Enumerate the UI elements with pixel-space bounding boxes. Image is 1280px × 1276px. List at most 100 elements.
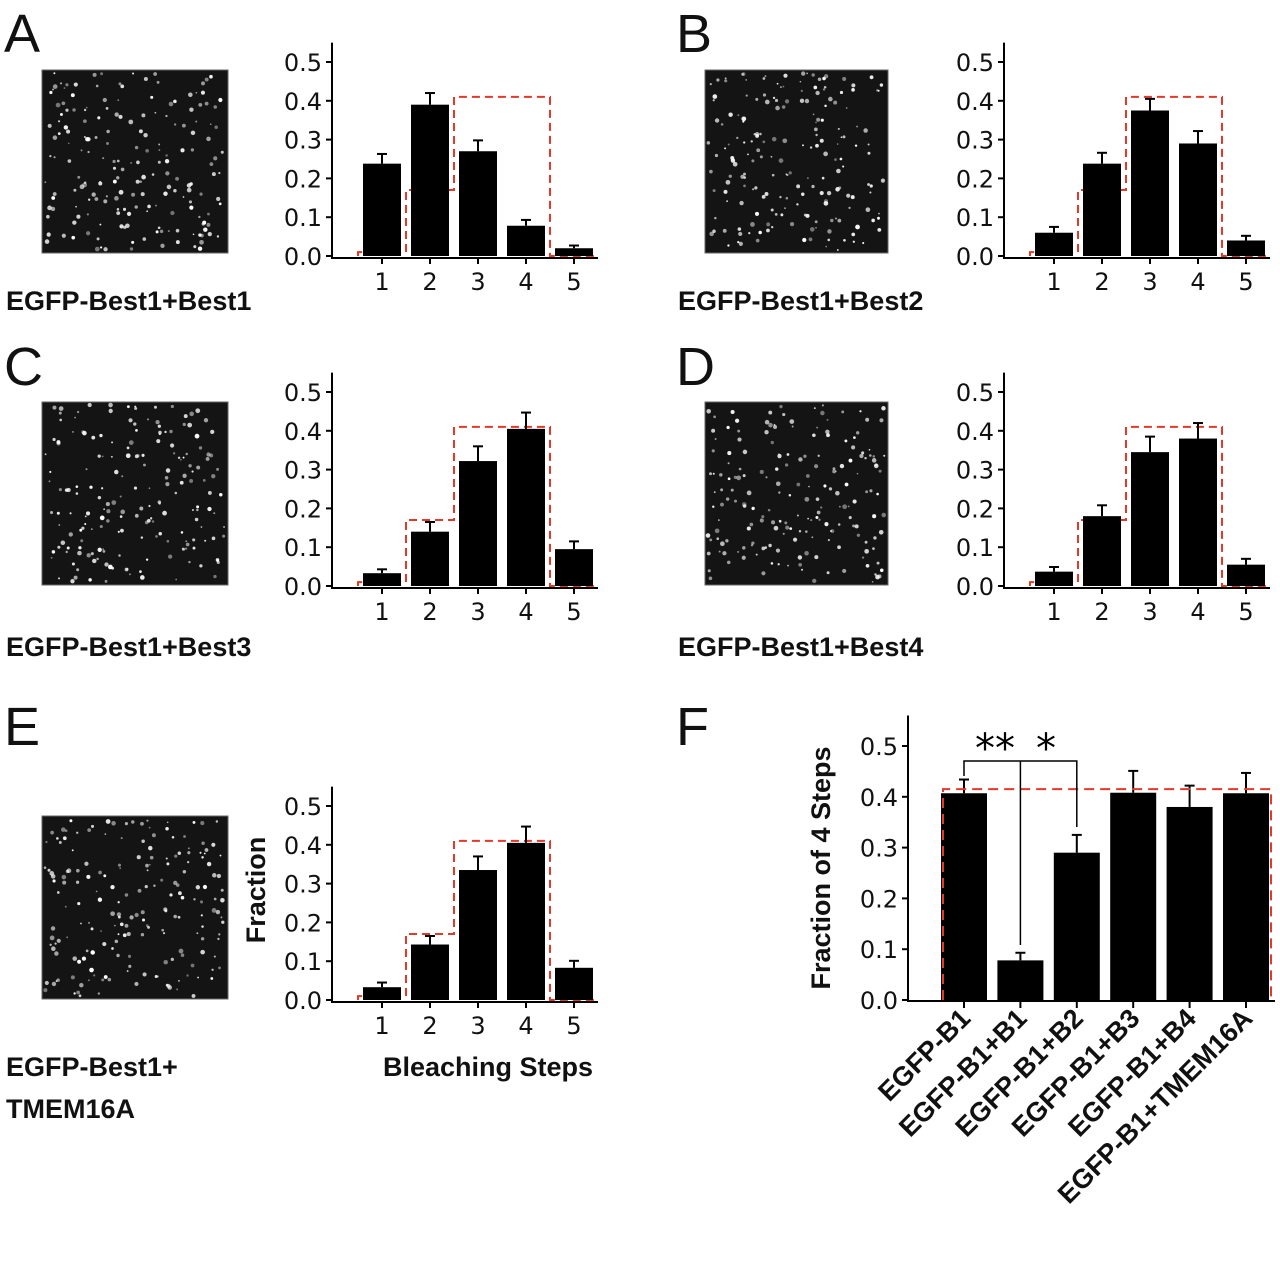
y-tick-label: 0.5 <box>284 49 322 77</box>
x-tick-label: 2 <box>422 598 437 626</box>
y-tick-label: 0.4 <box>284 418 322 446</box>
x-tick-label: 5 <box>1238 268 1253 296</box>
panel-D: D EGFP-Best1+Best4 0.0 0.1 0.2 0.3 0.4 0.5 1 2 3 4 5 <box>676 337 1270 662</box>
y-tick-label: 0.1 <box>956 204 994 232</box>
y-tick-label: 0.0 <box>284 573 322 601</box>
bar <box>1227 240 1265 256</box>
y-tick-label: 0.3 <box>956 127 994 155</box>
bar <box>363 987 401 1000</box>
bar <box>1110 792 1157 1000</box>
panel-caption: EGFP-Best1+Best3 <box>6 632 251 662</box>
x-tick-label: 4 <box>518 268 533 296</box>
bar <box>1053 852 1100 1000</box>
bar <box>1083 163 1121 256</box>
y-tick-label: 0.5 <box>956 49 994 77</box>
y-tick-label: 0.3 <box>284 871 322 899</box>
x-tick-label: 4 <box>1190 598 1205 626</box>
bar <box>363 573 401 586</box>
panel-letter: D <box>676 337 715 397</box>
panel-E: E EGFP-Best1+ TMEM16A 0.0 0.1 0.2 0.3 0.4 0.5 1 2 3… <box>4 697 598 1124</box>
panel-letter: F <box>676 697 709 757</box>
y-tick-label: 0.4 <box>284 88 322 116</box>
panel-caption: EGFP-Best1+Best2 <box>678 286 923 316</box>
panel-C: C EGFP-Best1+Best3 0.0 0.1 0.2 0.3 0.4 0.5 1 2 3 4 5 <box>4 337 598 662</box>
panel-A: A EGFP-Best1+Best1 0.0 0.1 0.2 0.3 0.4 0.5 1 2 3 4 5 <box>4 4 598 316</box>
y-tick-label: 0.5 <box>284 379 322 407</box>
y-tick-label: 0.2 <box>956 165 994 193</box>
y-tick-label: 0.5 <box>956 379 994 407</box>
x-tick-label: 1 <box>374 598 389 626</box>
bar <box>1166 806 1213 1000</box>
x-tick-label: 3 <box>470 1012 485 1040</box>
y-tick-label: 0.0 <box>860 987 898 1015</box>
micrograph-image <box>704 401 889 586</box>
bar <box>555 549 593 586</box>
x-tick-label: 3 <box>1142 268 1157 296</box>
x-tick-label: 4 <box>518 1012 533 1040</box>
bar <box>555 967 593 1000</box>
bar <box>1131 452 1169 586</box>
y-tick-label: 0.4 <box>284 832 322 860</box>
panel-letter: B <box>676 4 712 64</box>
micrograph-image <box>41 69 229 254</box>
bar <box>507 428 545 586</box>
y-tick-label: 0.3 <box>284 127 322 155</box>
y-tick-label: 0.0 <box>284 243 322 271</box>
bar <box>1179 143 1217 256</box>
bar <box>1131 110 1169 256</box>
y-tick-label: 0.2 <box>284 495 322 523</box>
bar <box>1223 793 1269 1000</box>
bar <box>459 151 497 256</box>
y-tick-label: 0.2 <box>284 165 322 193</box>
panel-letter: C <box>4 337 43 397</box>
x-tick-label: 1 <box>1046 268 1061 296</box>
x-tick-label: 5 <box>566 598 581 626</box>
micrograph-image <box>41 815 229 1000</box>
y-tick-label: 0.2 <box>284 909 322 937</box>
y-tick-label: 0.3 <box>284 457 322 485</box>
bar <box>363 163 401 256</box>
x-tick-label: 3 <box>470 268 485 296</box>
x-tick-label: 3 <box>470 598 485 626</box>
significance-marker: ** <box>975 726 1015 772</box>
x-tick-label: 2 <box>1094 268 1109 296</box>
panel-caption: EGFP-Best1+Best1 <box>6 286 251 316</box>
y-tick-label: 0.1 <box>284 204 322 232</box>
bar <box>507 225 545 256</box>
y-tick-label: 0.3 <box>956 457 994 485</box>
bar <box>411 104 449 257</box>
y-tick-label: 0.1 <box>956 534 994 562</box>
x-tick-label: 5 <box>1238 598 1253 626</box>
bar <box>1179 438 1217 586</box>
x-tick-label: 5 <box>566 1012 581 1040</box>
x-tick-label: 1 <box>374 1012 389 1040</box>
y-tick-label: 0.4 <box>956 88 994 116</box>
bar <box>1035 232 1073 256</box>
bar <box>459 461 497 586</box>
x-tick-label: 2 <box>422 268 437 296</box>
y-axis-label: Fraction <box>241 837 271 944</box>
significance-marker: * <box>1036 726 1056 772</box>
y-tick-label: 0.0 <box>284 987 322 1015</box>
y-tick-label: 0.1 <box>860 936 898 964</box>
y-tick-label: 0.4 <box>956 418 994 446</box>
y-tick-label: 0.0 <box>956 573 994 601</box>
bar <box>1035 571 1073 586</box>
y-tick-label: 0.1 <box>284 534 322 562</box>
bar <box>997 960 1044 1000</box>
panel-B: B EGFP-Best1+Best2 0.0 0.1 0.2 0.3 0.4 0.5 1 2 3 4 5 <box>676 4 1270 316</box>
x-tick-label: 2 <box>1094 598 1109 626</box>
expected-fraction-line <box>942 788 1272 1000</box>
y-tick-label: 0.2 <box>860 885 898 913</box>
y-tick-label: 0.3 <box>860 835 898 863</box>
bar <box>941 793 987 1000</box>
bar <box>555 248 593 256</box>
y-axis-label: Fraction of 4 Steps <box>806 746 836 989</box>
panel-letter: E <box>4 697 40 757</box>
bar <box>459 870 497 1000</box>
y-tick-label: 0.1 <box>284 948 322 976</box>
y-tick-label: 0.5 <box>860 733 898 761</box>
y-tick-label: 0.5 <box>284 793 322 821</box>
